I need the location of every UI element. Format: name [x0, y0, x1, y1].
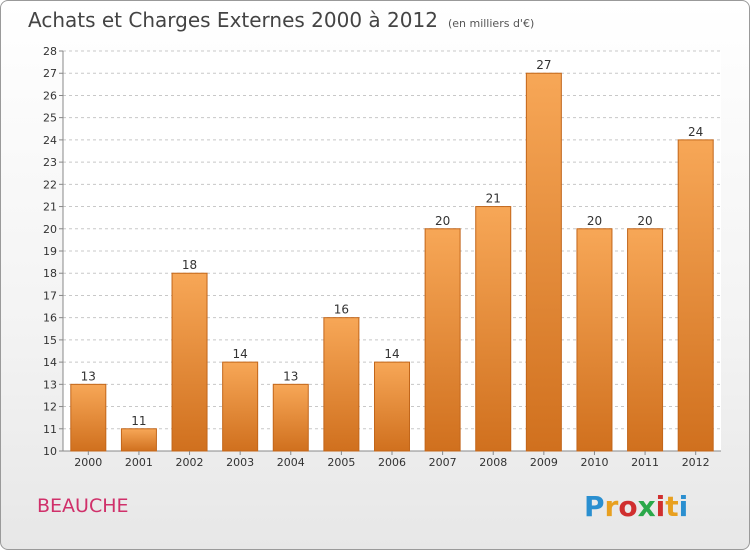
y-tick-label: 11: [43, 423, 57, 436]
y-tick-label: 10: [43, 445, 57, 458]
logo-letter: P: [584, 490, 605, 523]
y-tick-label: 19: [43, 245, 57, 258]
bar: [475, 206, 512, 452]
y-tick-label: 25: [43, 112, 57, 125]
y-tick-label: 26: [43, 89, 57, 102]
y-tick-label: 17: [43, 289, 57, 302]
chart-title: Achats et Charges Externes 2000 à 2012 (e…: [28, 8, 534, 32]
y-tick-label: 15: [43, 334, 57, 347]
bar-value-label: 20: [587, 214, 602, 228]
bar-value-label: 18: [182, 258, 197, 272]
bar: [323, 317, 360, 452]
bar: [525, 72, 562, 452]
bar-value-label: 24: [688, 125, 703, 139]
bar-value-label: 16: [334, 303, 349, 317]
y-tick-label: 23: [43, 156, 57, 169]
chart-title-text: Achats et Charges Externes 2000 à 2012: [28, 8, 438, 32]
y-tick-label: 16: [43, 312, 57, 325]
x-tick-label: 2004: [277, 456, 305, 469]
bar-value-label: 27: [536, 58, 551, 72]
y-tick-label: 18: [43, 267, 57, 280]
y-tick-label: 24: [43, 134, 57, 147]
logo-letter: t: [665, 490, 679, 523]
bar-value-label: 14: [233, 347, 248, 361]
bar: [120, 428, 157, 452]
y-tick-label: 14: [43, 356, 57, 369]
x-tick-label: 2005: [327, 456, 355, 469]
logo-letter: r: [604, 490, 619, 523]
commune-name: BEAUCHE: [37, 495, 129, 517]
bar-value-label: 21: [486, 192, 501, 206]
proxiti-logo: Proxiti: [584, 490, 688, 523]
x-tick-label: 2008: [479, 456, 507, 469]
x-tick-label: 2000: [74, 456, 102, 469]
logo-letter: x: [637, 490, 656, 523]
x-tick-label: 2001: [125, 456, 153, 469]
x-tick-label: 2002: [176, 456, 204, 469]
bar: [576, 228, 613, 452]
x-tick-label: 2011: [631, 456, 659, 469]
logo-letter: i: [678, 490, 689, 523]
logo-letter: i: [655, 490, 666, 523]
bar-value-label: 14: [384, 347, 399, 361]
y-tick-label: 12: [43, 401, 57, 414]
bar: [222, 361, 259, 452]
bar: [374, 361, 410, 452]
bar-value-label: 13: [81, 369, 96, 383]
x-tick-label: 2010: [580, 456, 608, 469]
bar-value-label: 13: [283, 369, 298, 383]
chart-unit: (en milliers d'€): [447, 17, 535, 30]
bar-value-label: 20: [637, 214, 652, 228]
bar-value-label: 11: [131, 414, 146, 428]
x-tick-label: 2007: [429, 456, 457, 469]
x-tick-label: 2006: [378, 456, 406, 469]
bar: [171, 272, 208, 452]
bar: [272, 383, 309, 452]
x-tick-label: 2012: [682, 456, 710, 469]
y-tick-label: 20: [43, 223, 57, 236]
logo-letter: o: [618, 490, 638, 523]
bar: [70, 383, 107, 452]
x-tick-label: 2003: [226, 456, 254, 469]
bar: [424, 228, 461, 452]
bar: [627, 228, 664, 452]
bar-value-label: 20: [435, 214, 450, 228]
y-tick-label: 22: [43, 178, 57, 191]
bar: [677, 139, 714, 452]
y-tick-label: 13: [43, 378, 57, 391]
y-tick-label: 27: [43, 67, 57, 80]
x-tick-label: 2009: [530, 456, 558, 469]
y-tick-label: 21: [43, 201, 57, 214]
y-tick-label: 28: [43, 45, 57, 58]
